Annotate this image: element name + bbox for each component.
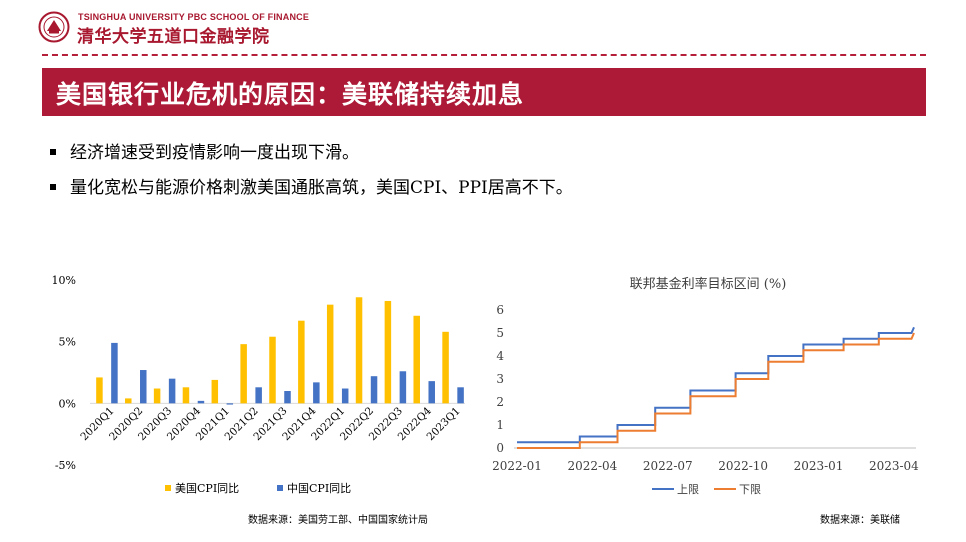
x-tick-label: 2022-01 <box>492 459 542 473</box>
bar-us-cpi <box>96 377 103 404</box>
x-tick-label: 2022-04 <box>567 459 617 473</box>
bar-cn-cpi <box>140 370 147 404</box>
bar-cn-cpi <box>168 378 176 404</box>
y-tick-label: 0 <box>496 441 504 455</box>
bar-cn-cpi <box>197 400 205 404</box>
y-tick-label: 3 <box>496 372 504 386</box>
y-tick-label: 6 <box>496 303 504 317</box>
bar-us-cpi <box>442 331 449 404</box>
x-tick-label: 2022-10 <box>718 459 768 473</box>
bullet-item: 经济增速受到疫情影响一度出现下滑。 <box>50 138 359 163</box>
bar-cn-cpi <box>255 387 262 404</box>
chart-title: 联邦基金利率目标区间 (%) <box>630 276 787 292</box>
bullet-item: 量化宽松与能源价格刺激美国通胀高筑，美国CPI、PPI居高不下。 <box>50 173 573 198</box>
y-tick-label: 5 <box>496 326 504 340</box>
bar-cn-cpi <box>226 403 234 405</box>
university-seal-icon <box>38 11 70 43</box>
bar-us-cpi <box>355 297 363 404</box>
header-divider <box>42 54 926 56</box>
slide-title: 美国银行业危机的原因：美联储持续加息 <box>56 80 525 109</box>
y-tick-label: 5% <box>59 336 76 349</box>
y-tick-label: 4 <box>496 349 504 363</box>
bar-us-cpi <box>269 336 276 404</box>
y-tick-label: 10% <box>52 274 76 287</box>
bar-us-cpi <box>298 320 305 404</box>
logo-english-name: TSINGHUA UNIVERSITY PBC SCHOOL OF FINANC… <box>78 12 310 22</box>
source-note-left: 数据来源：美国劳工部、中国国家统计局 <box>248 515 428 526</box>
bar-cn-cpi <box>111 342 118 404</box>
legend-swatch <box>165 485 171 491</box>
x-tick-label: 2022-07 <box>643 459 693 473</box>
bar-cn-cpi <box>313 382 320 404</box>
bar-cn-cpi <box>370 376 378 404</box>
bar-us-cpi <box>326 304 334 404</box>
bar-cn-cpi <box>457 387 464 404</box>
bar-us-cpi <box>182 387 190 404</box>
bar-us-cpi <box>413 315 420 404</box>
x-tick-label: 2023-01 <box>794 459 844 473</box>
fed-rate-line-chart: 联邦基金利率目标区间 (%) 0 1 2 3 4 5 6 2022-01 2022-04 2022-… <box>492 276 919 496</box>
bullet-text: 量化宽松与能源价格刺激美国通胀高筑，美国CPI、PPI居高不下。 <box>70 178 573 198</box>
bar-cn-cpi <box>399 371 407 404</box>
slide-title-bar: 美国银行业危机的原因：美联储持续加息 <box>42 68 926 116</box>
bar-us-cpi <box>240 344 247 404</box>
cpi-bar-chart: 10%5%0%-5%2020Q12020Q22020Q32020Q42021Q1… <box>52 274 465 495</box>
legend-label: 下限 <box>739 483 761 496</box>
y-tick-label: 0% <box>59 397 76 410</box>
y-tick-label: -5% <box>55 459 76 472</box>
bar-cn-cpi <box>284 391 291 404</box>
bar-us-cpi <box>384 300 392 404</box>
legend-label: 美国CPI同比 <box>175 482 239 495</box>
bar-cn-cpi <box>428 381 435 404</box>
legend-swatch <box>277 485 283 491</box>
legend-label: 中国CPI同比 <box>287 482 351 495</box>
logo-chinese-name: 清华大学五道口金融学院 <box>77 27 270 47</box>
y-tick-label: 1 <box>496 418 504 432</box>
legend-label: 上限 <box>677 483 699 496</box>
bullet-square-icon <box>50 183 56 190</box>
bullet-square-icon <box>50 148 56 155</box>
source-note-right: 数据来源：美联储 <box>820 515 900 526</box>
bar-cn-cpi <box>341 388 349 404</box>
bar-us-cpi <box>125 398 132 404</box>
bar-us-cpi <box>211 379 219 404</box>
bar-us-cpi <box>153 388 161 404</box>
bullet-text: 经济增速受到疫情影响一度出现下滑。 <box>70 143 359 163</box>
series-line-lower <box>517 332 915 449</box>
y-tick-label: 2 <box>496 395 504 409</box>
x-tick-label: 2023-04 <box>869 459 919 473</box>
